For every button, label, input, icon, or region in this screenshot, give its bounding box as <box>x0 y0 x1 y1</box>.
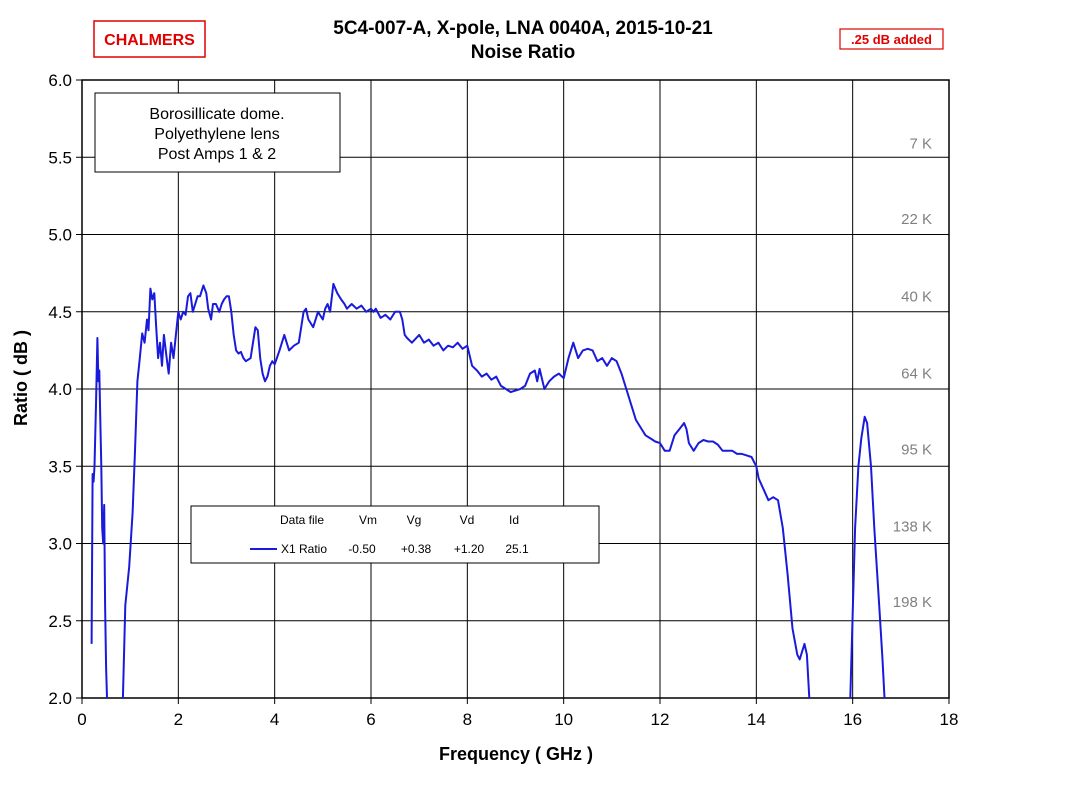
y-tick-label: 2.0 <box>48 689 72 708</box>
series-x1-ratio <box>90 282 886 699</box>
temperature-label: 7 K <box>909 135 932 152</box>
chart-title: 5C4-007-A, X-pole, LNA 0040A, 2015-10-21 <box>333 18 713 39</box>
x-tick-label: 10 <box>554 710 573 729</box>
legend-header-vg: Vg <box>407 513 422 527</box>
x-axis-title: Frequency ( GHz ) <box>439 744 593 764</box>
legend-vg-value: +0.38 <box>401 542 432 556</box>
x-tick-label: 2 <box>174 710 183 729</box>
x-tick-label: 18 <box>940 710 959 729</box>
x-tick-label: 6 <box>366 710 375 729</box>
legend-header-vm: Vm <box>359 513 377 527</box>
x-axis-ticks: 0 2 4 6 8 10 12 14 16 18 <box>77 698 958 729</box>
legend-vm-value: -0.50 <box>348 542 376 556</box>
annotation-line-3: Post Amps 1 & 2 <box>158 146 276 163</box>
series-line-segment <box>90 337 108 699</box>
y-tick-label: 5.5 <box>48 148 72 167</box>
y-tick-label: 4.0 <box>48 380 72 399</box>
temperature-labels: 7 K 22 K 40 K 64 K 95 K 138 K 198 K <box>893 135 932 611</box>
x-tick-label: 4 <box>270 710 279 729</box>
y-axis-ticks: 2.0 2.5 3.0 3.5 4.0 4.5 5.0 5.5 6.0 <box>48 71 82 708</box>
temperature-label: 198 K <box>893 594 932 611</box>
y-tick-label: 2.5 <box>48 612 72 631</box>
annotation-line-1: Borosillicate dome. <box>149 106 284 123</box>
x-tick-label: 0 <box>77 710 86 729</box>
temperature-label: 95 K <box>901 441 932 458</box>
chart-subtitle: Noise Ratio <box>471 42 576 63</box>
y-axis-title: Ratio ( dB ) <box>11 330 31 426</box>
temperature-label: 40 K <box>901 288 932 305</box>
annotation-box: Borosillicate dome. Polyethylene lens Po… <box>94 92 341 173</box>
legend-id-value: 25.1 <box>505 542 529 556</box>
legend-header-id: Id <box>509 513 519 527</box>
x-tick-label: 8 <box>463 710 472 729</box>
offset-note: .25 dB added <box>839 28 944 50</box>
series-line-segment <box>849 415 886 699</box>
legend-header-vd: Vd <box>460 513 475 527</box>
legend: Data file Vm Vg Vd Id X1 Ratio -0.50 +0.… <box>190 505 600 564</box>
annotation-line-2: Polyethylene lens <box>154 126 279 143</box>
series-line-segment <box>121 282 811 699</box>
y-tick-label: 5.0 <box>48 226 72 245</box>
legend-header-datafile: Data file <box>280 513 324 527</box>
offset-note-text: .25 dB added <box>851 32 932 47</box>
legend-vd-value: +1.20 <box>454 542 485 556</box>
legend-series-name: X1 Ratio <box>281 542 327 556</box>
temperature-label: 22 K <box>901 211 932 228</box>
x-tick-label: 12 <box>651 710 670 729</box>
y-tick-label: 4.5 <box>48 303 72 322</box>
y-tick-label: 3.5 <box>48 457 72 476</box>
temperature-label: 138 K <box>893 519 932 536</box>
gridlines <box>82 80 949 698</box>
x-tick-label: 16 <box>843 710 862 729</box>
x-tick-label: 14 <box>747 710 766 729</box>
chalmers-logo: CHALMERS <box>93 20 206 58</box>
temperature-label: 64 K <box>901 366 932 383</box>
chalmers-logo-text: CHALMERS <box>104 32 195 49</box>
y-tick-label: 6.0 <box>48 71 72 90</box>
y-tick-label: 3.0 <box>48 535 72 554</box>
